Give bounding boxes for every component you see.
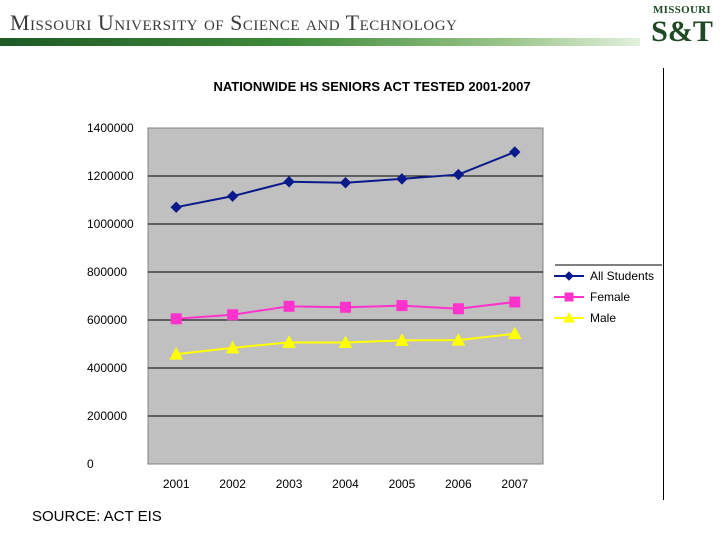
x-tick-label: 2002 <box>219 477 246 491</box>
data-point <box>396 173 408 185</box>
y-tick-label: 1000000 <box>87 217 134 231</box>
series-layer <box>169 146 522 360</box>
data-point <box>170 313 182 325</box>
series-all-students <box>170 146 521 213</box>
data-point <box>451 333 466 346</box>
x-tick-label: 2004 <box>332 477 359 491</box>
data-point <box>225 340 240 354</box>
y-tick-label: 800000 <box>87 265 127 279</box>
legend-label: Female <box>590 290 630 304</box>
series-female <box>170 296 521 325</box>
data-point <box>507 326 522 340</box>
data-point <box>170 201 182 213</box>
data-point <box>509 296 521 308</box>
data-point <box>340 301 351 313</box>
logo-mark: S&T <box>651 15 713 48</box>
source-note: SOURCE: ACT EIS <box>32 508 162 525</box>
chart-title: NATIONWIDE HS SENIORS ACT TESTED 2001-20… <box>213 79 530 94</box>
vertical-divider <box>663 68 664 500</box>
x-tick-label: 2003 <box>276 477 303 491</box>
data-point <box>396 300 408 312</box>
data-point <box>509 146 521 158</box>
x-tick-label: 2007 <box>501 477 528 491</box>
university-name: Missouri University of Science and Techn… <box>10 10 458 35</box>
y-tick-label: 400000 <box>87 361 127 375</box>
data-point <box>395 333 409 346</box>
legend: All Students Female Male <box>554 264 662 325</box>
legend-label: All Students <box>590 269 654 283</box>
data-point <box>339 177 352 189</box>
legend-marker <box>564 271 574 281</box>
legend-marker <box>563 311 575 323</box>
x-tick-label: 2005 <box>389 477 416 491</box>
legend-item: All Students <box>554 269 654 283</box>
data-point <box>283 300 295 312</box>
data-point <box>338 335 353 349</box>
legend-marker <box>564 292 574 302</box>
legend-label: Male <box>590 311 616 325</box>
x-tick-label: 2006 <box>445 477 472 491</box>
data-point <box>282 335 296 348</box>
y-tick-label: 1200000 <box>87 169 134 183</box>
y-axis-tick-labels: 0 200000 400000 600000 800000 1000000 1200000 1… <box>87 121 134 471</box>
university-logo: MISSOURI S&T <box>646 4 718 64</box>
series-male <box>169 326 522 360</box>
legend-item: Male <box>554 311 616 325</box>
y-tick-label: 200000 <box>87 409 127 423</box>
header-color-bar <box>0 38 640 46</box>
x-axis-tick-labels: 2001 2002 2003 2004 2005 2006 2007 <box>163 477 529 491</box>
y-tick-label: 600000 <box>87 313 127 327</box>
y-tick-label: 1400000 <box>87 121 134 135</box>
data-point <box>452 303 464 315</box>
gridlines <box>148 175 543 417</box>
data-point <box>452 168 465 181</box>
y-tick-label: 0 <box>87 457 94 471</box>
data-point <box>169 347 184 360</box>
data-point <box>283 176 295 188</box>
x-tick-label: 2001 <box>163 477 190 491</box>
data-point <box>227 309 239 321</box>
logo-word: MISSOURI <box>652 4 712 16</box>
data-point <box>226 190 239 202</box>
legend-item: Female <box>554 290 630 304</box>
